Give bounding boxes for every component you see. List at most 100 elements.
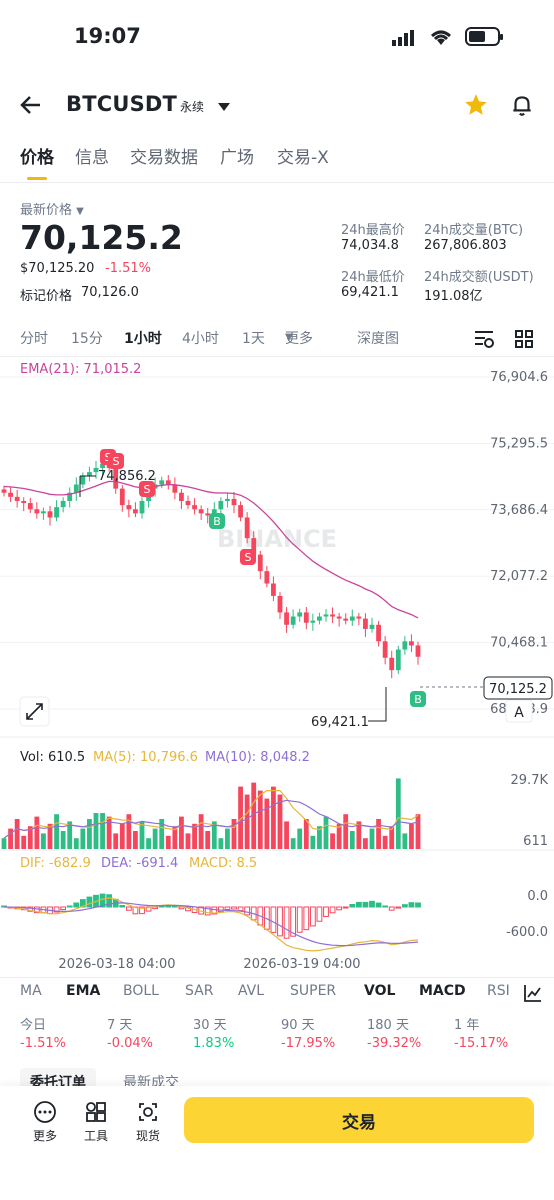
volume-bar: [343, 814, 349, 849]
chevron-down-icon[interactable]: [217, 98, 231, 117]
macd-histogram-bar: [382, 905, 389, 908]
macd-histogram-bar: [395, 906, 402, 909]
macd-histogram-bar: [211, 906, 218, 915]
volume-bar: [146, 838, 151, 849]
expand-icon[interactable]: [19, 696, 50, 727]
perf-value-90d: -17.95%: [281, 1036, 336, 1051]
divider: [0, 977, 554, 978]
candlestick-chart[interactable]: EMA(21): 71,015.2 BINANCE 76,904.6 75,295…: [0, 357, 554, 977]
interval-15m[interactable]: 15分: [71, 331, 103, 347]
wifi-icon: [428, 27, 454, 51]
signal-marker-letter: B: [414, 693, 422, 706]
tools-button[interactable]: 工具: [76, 1100, 116, 1144]
volume-bar: [251, 782, 257, 849]
volume-bar: [198, 814, 204, 849]
volume-bar: [225, 828, 230, 849]
interval-bar: 分时 15分 1小时 4小时 1天 更多 ▼ 深度图: [0, 328, 554, 352]
volume-bar: [126, 814, 132, 849]
candle-body: [205, 513, 211, 516]
chart-settings-icon[interactable]: [474, 330, 494, 352]
vol-usdt-label: 24h成交额(USDT): [424, 270, 534, 285]
trade-button[interactable]: 交易: [184, 1097, 534, 1143]
candle-body: [87, 472, 92, 477]
watermark: BINANCE: [217, 525, 337, 553]
volume-bar: [317, 826, 322, 849]
tools-label: 工具: [83, 1129, 108, 1143]
volume-bar: [297, 828, 303, 849]
latest-price-label[interactable]: 最新价格 ▼: [20, 203, 84, 218]
indicator-rsi[interactable]: RSI: [487, 983, 510, 999]
volume-bar: [80, 828, 86, 849]
high-marker-label: 74,856.2: [98, 469, 156, 484]
tab-price[interactable]: 价格: [20, 148, 54, 168]
more-label: 更多: [32, 1129, 57, 1143]
ma10-legend: MA(10): 8,048.2: [205, 750, 310, 765]
mark-price: 70,126.0: [81, 285, 139, 300]
tab-trade-x[interactable]: 交易-X: [277, 148, 329, 168]
grid-layout-icon[interactable]: [515, 330, 533, 352]
alert-bell-icon[interactable]: [509, 92, 535, 122]
symbol-title[interactable]: BTCUSDT: [66, 92, 178, 116]
caret-down-icon: ▼: [285, 332, 293, 343]
volume-bar: [185, 833, 191, 849]
macd-histogram-bar: [375, 902, 382, 908]
indicator-super[interactable]: SUPER: [290, 983, 337, 999]
candle-body: [257, 554, 263, 572]
tab-square[interactable]: 广场: [220, 148, 254, 168]
volume-bar: [277, 794, 283, 849]
candle-body: [369, 624, 375, 629]
volume-bar: [376, 819, 381, 849]
ma5-line: [3, 790, 419, 839]
indicator-macd[interactable]: MACD: [419, 983, 466, 999]
macd-tick-neg: -600.0: [506, 925, 548, 940]
mark-price-label: 标记价格: [20, 289, 73, 304]
candle-body: [100, 463, 105, 468]
macd-histogram-bar: [244, 906, 251, 916]
candle-body: [225, 498, 230, 501]
volume-bar: [389, 826, 395, 849]
contract-type-label[interactable]: 永续: [180, 100, 205, 114]
last-price: 70,125.2: [20, 218, 183, 257]
interval-line[interactable]: 分时: [20, 331, 48, 347]
macd-histogram-bar: [86, 896, 93, 908]
indicator-vol[interactable]: VOL: [364, 983, 396, 999]
tab-info[interactable]: 信息: [75, 148, 109, 168]
volume-bar: [27, 826, 33, 849]
candle-body: [395, 649, 401, 671]
spot-exchange-icon: [139, 1103, 157, 1121]
indicator-boll[interactable]: BOLL: [123, 983, 159, 999]
candle-body: [231, 498, 237, 506]
back-arrow-icon[interactable]: [18, 92, 44, 125]
volume-bar: [34, 816, 40, 849]
macd-histogram-bar: [342, 906, 349, 909]
macd-histogram-bar: [224, 906, 231, 910]
volume-bar: [264, 798, 270, 849]
perf-label-1y: 1 年: [454, 1018, 480, 1033]
favorite-star-icon[interactable]: [463, 92, 489, 122]
macd-histogram-bar: [270, 906, 277, 934]
candle-body: [80, 476, 86, 485]
interval-depth[interactable]: 深度图: [357, 331, 399, 347]
interval-4h[interactable]: 4小时: [182, 331, 219, 347]
indicator-ema[interactable]: EMA: [66, 983, 101, 999]
tab-trading-data[interactable]: 交易数据: [130, 148, 198, 168]
auto-scale-button[interactable]: [505, 699, 533, 723]
indicator-settings-icon[interactable]: [523, 983, 553, 1005]
interval-1h[interactable]: 1小时: [124, 331, 162, 347]
indicator-avl[interactable]: AVL: [238, 983, 265, 999]
candle-body: [47, 511, 53, 518]
usd-price: $70,125.20: [20, 261, 95, 276]
interval-1d[interactable]: 1天: [242, 331, 265, 347]
candle-body: [356, 616, 362, 619]
more-dots-icon: [34, 1101, 56, 1123]
volume-bar: [271, 786, 276, 849]
indicator-sar[interactable]: SAR: [185, 983, 214, 999]
candle-body: [271, 583, 276, 596]
y-tick-label: 76,904.6: [490, 370, 548, 385]
signal-marker-letter: S: [113, 455, 120, 468]
indicator-ma[interactable]: MA: [20, 983, 42, 999]
spot-button[interactable]: 现货: [128, 1100, 168, 1144]
macd-histogram-bar: [53, 906, 60, 913]
more-button[interactable]: 更多: [25, 1100, 65, 1144]
interval-more[interactable]: 更多 ▼: [285, 331, 313, 347]
